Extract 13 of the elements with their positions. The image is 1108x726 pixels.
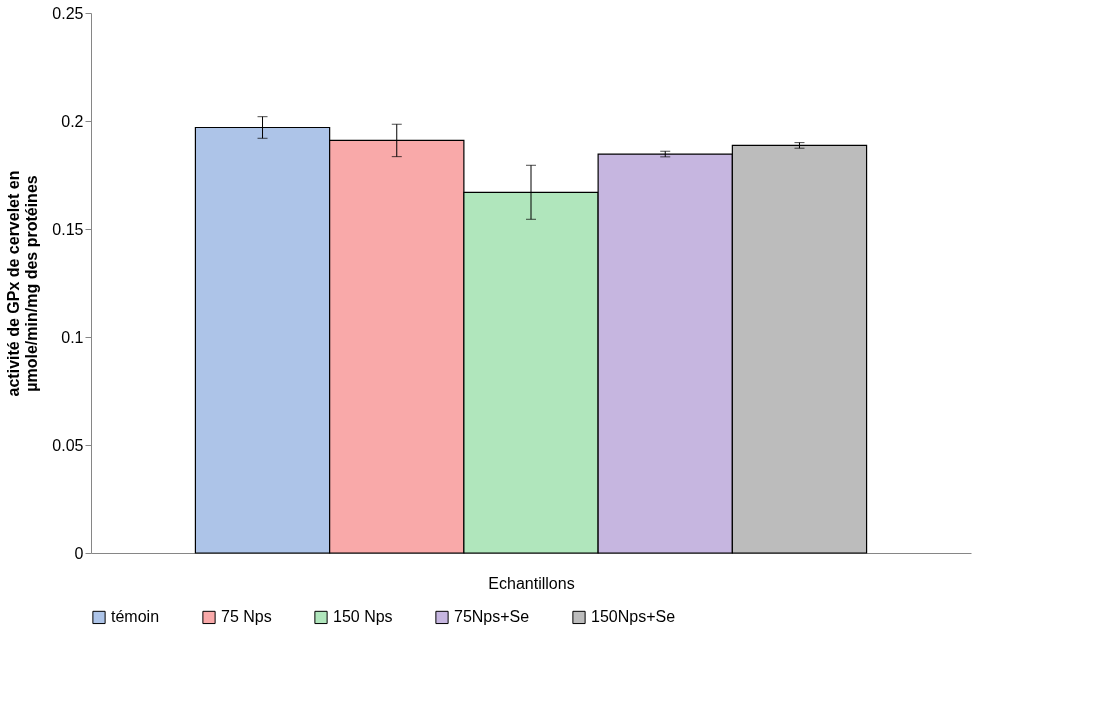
legend-label: 75 Nps xyxy=(221,608,272,626)
y-tick-label: 0.2 xyxy=(61,112,84,130)
y-tick-label: 0.25 xyxy=(52,4,84,22)
y-tick-label: 0 xyxy=(74,544,84,562)
legend-label: témoin xyxy=(111,608,160,626)
y-axis-title: activité de GPx de cervelet en µmole/min/mg des protéines xyxy=(5,170,41,397)
legend-label: 75Nps+Se xyxy=(454,608,530,626)
y-tick-label: 0.15 xyxy=(52,220,84,238)
legend-label: 150 Nps xyxy=(333,608,393,626)
y-tick-label: 0.05 xyxy=(52,436,84,454)
x-axis-title: Echantillons xyxy=(488,574,575,592)
legend-label: 150Nps+Se xyxy=(591,608,676,626)
y-tick-label: 0.1 xyxy=(61,328,84,346)
